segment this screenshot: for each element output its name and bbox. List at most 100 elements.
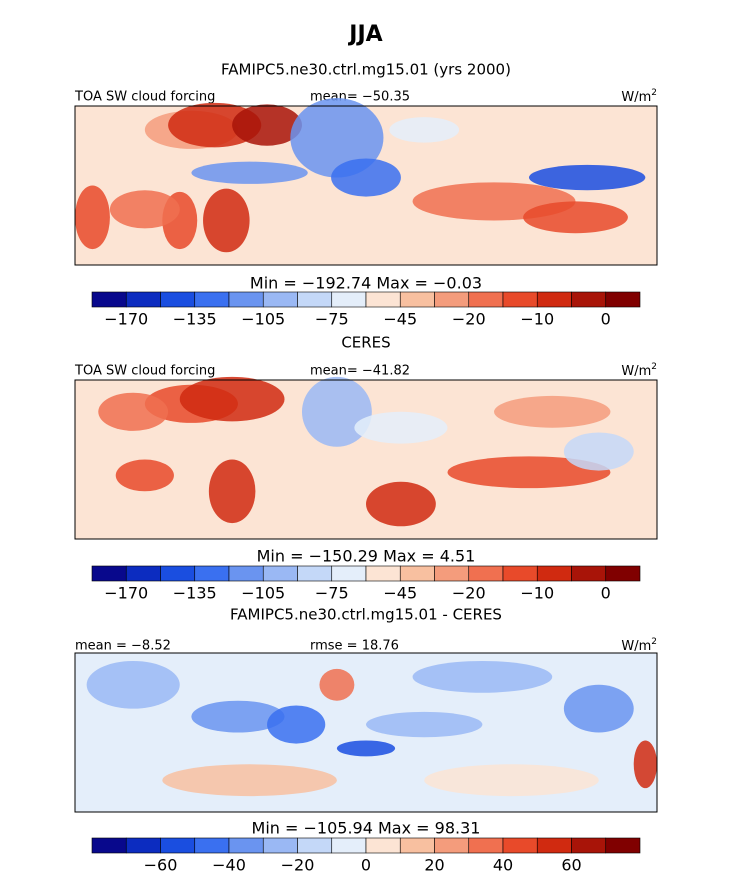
colorbar-box (571, 291, 607, 308)
colorbar-box (331, 565, 367, 582)
left-label: TOA SW cloud forcing (74, 90, 215, 105)
colorbar-box (434, 565, 470, 582)
map-field (75, 185, 110, 250)
map-field (86, 660, 180, 709)
colorbar-box (434, 291, 470, 308)
colorbar-box (194, 837, 230, 854)
colorbar-label: −135 (173, 310, 217, 329)
colorbar-label: −20 (281, 856, 315, 875)
units: W/m2 (621, 637, 657, 654)
map-field (319, 668, 355, 701)
panel-title: FAMIPC5.ne30.ctrl.mg15.01 - CERES (230, 606, 502, 624)
colorbar-box (228, 565, 264, 582)
colorbar-label: 60 (561, 856, 581, 875)
colorbar-box (331, 291, 367, 308)
map-field (203, 188, 250, 253)
colorbar-box (125, 291, 161, 308)
center-label: mean= −41.82 (310, 364, 410, 379)
panel-title: FAMIPC5.ne30.ctrl.mg15.01 (yrs 2000) (221, 61, 511, 79)
left-label: mean = −8.52 (75, 639, 171, 654)
units-base: W/m (621, 364, 651, 379)
figure-title: JJA (347, 22, 382, 47)
colorbar-label: −135 (173, 584, 217, 603)
colorbar-label: −105 (241, 310, 285, 329)
colorbar-box (571, 565, 607, 582)
colorbar-box (91, 291, 127, 308)
units-base: W/m (621, 639, 651, 654)
colorbar-box (502, 565, 538, 582)
map-field (331, 158, 401, 197)
colorbar-box (125, 837, 161, 854)
colorbar-box (262, 565, 298, 582)
map-field (366, 481, 436, 527)
colorbar-label: −10 (520, 310, 554, 329)
map-frame (74, 379, 658, 540)
panel-title: CERES (341, 334, 390, 352)
units-sup: 2 (651, 362, 657, 372)
colorbar-box (468, 291, 504, 308)
colorbar-box (297, 837, 333, 854)
map-field (633, 740, 657, 789)
units: W/m2 (621, 88, 657, 105)
colorbar-box (125, 565, 161, 582)
map-field (424, 764, 599, 797)
colorbar-box (434, 837, 470, 854)
colorbar-label: −20 (452, 310, 486, 329)
colorbar-box (502, 291, 538, 308)
map-field (389, 117, 460, 143)
colorbar-box (536, 291, 572, 308)
map-field (563, 432, 634, 471)
colorbar-box (160, 837, 196, 854)
colorbar-box (399, 837, 435, 854)
map-field (563, 684, 634, 733)
colorbar-box (228, 291, 264, 308)
colorbar-label: −45 (383, 584, 417, 603)
colorbar-box (194, 565, 230, 582)
map-field (191, 161, 308, 184)
map-field (98, 392, 169, 431)
colorbar-label: −10 (520, 584, 554, 603)
map-field (494, 395, 611, 428)
colorbar-box (160, 291, 196, 308)
map-field (232, 104, 302, 146)
colorbar-box (331, 837, 367, 854)
colorbar-label: −20 (452, 584, 486, 603)
map-field (528, 164, 646, 191)
map-field (412, 660, 553, 693)
colorbar-box (365, 565, 401, 582)
center-label: rmse = 18.76 (310, 639, 399, 654)
colorbar-label: −75 (315, 584, 349, 603)
colorbar-box (228, 837, 264, 854)
colorbar-label: 40 (493, 856, 513, 875)
colorbar-label: −170 (104, 584, 148, 603)
map-field (523, 201, 628, 234)
colorbar-box (468, 565, 504, 582)
map-field (115, 459, 174, 492)
colorbar-box (536, 565, 572, 582)
colorbar-box (160, 565, 196, 582)
map-field (179, 376, 285, 422)
colorbar-box (262, 837, 298, 854)
stats: Min = −192.74 Max = −0.03 (250, 274, 482, 293)
colorbar-box (399, 291, 435, 308)
colorbar-label: −45 (383, 310, 417, 329)
colorbar-box (468, 837, 504, 854)
colorbar-label: −60 (144, 856, 178, 875)
map-field (191, 700, 285, 733)
colorbar-label: −170 (104, 310, 148, 329)
map-field (336, 740, 396, 757)
colorbar-box (262, 291, 298, 308)
left-label: TOA SW cloud forcing (74, 364, 215, 379)
colorbar-box (297, 565, 333, 582)
colorbar-label: −75 (315, 310, 349, 329)
colorbar-label: 0 (361, 856, 371, 875)
units-sup: 2 (651, 88, 657, 98)
map-frame (74, 105, 658, 266)
colorbar-label: 0 (601, 310, 611, 329)
colorbar-box (605, 565, 641, 582)
colorbar-label: −105 (241, 584, 285, 603)
map-field (447, 456, 611, 489)
map-field (366, 711, 483, 738)
colorbar-label: −40 (212, 856, 246, 875)
colorbar-box (502, 837, 538, 854)
